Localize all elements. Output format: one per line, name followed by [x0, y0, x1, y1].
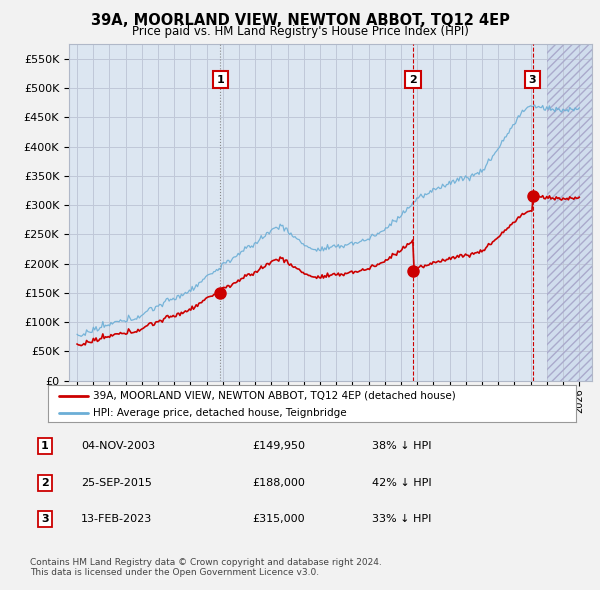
Text: Price paid vs. HM Land Registry's House Price Index (HPI): Price paid vs. HM Land Registry's House … — [131, 25, 469, 38]
Text: 1: 1 — [41, 441, 49, 451]
Text: 13-FEB-2023: 13-FEB-2023 — [81, 514, 152, 524]
Text: 39A, MOORLAND VIEW, NEWTON ABBOT, TQ12 4EP: 39A, MOORLAND VIEW, NEWTON ABBOT, TQ12 4… — [91, 13, 509, 28]
Text: 2: 2 — [41, 478, 49, 487]
Text: £315,000: £315,000 — [252, 514, 305, 524]
Text: 42% ↓ HPI: 42% ↓ HPI — [372, 478, 431, 487]
Text: Contains HM Land Registry data © Crown copyright and database right 2024.
This d: Contains HM Land Registry data © Crown c… — [30, 558, 382, 577]
Text: 3: 3 — [529, 74, 536, 84]
Text: 25-SEP-2015: 25-SEP-2015 — [81, 478, 152, 487]
Text: 3: 3 — [41, 514, 49, 524]
Bar — [547, 44, 592, 381]
Text: 2: 2 — [409, 74, 417, 84]
Text: 04-NOV-2003: 04-NOV-2003 — [81, 441, 155, 451]
Text: 33% ↓ HPI: 33% ↓ HPI — [372, 514, 431, 524]
Text: 1: 1 — [217, 74, 224, 84]
Bar — [547, 44, 592, 381]
Text: HPI: Average price, detached house, Teignbridge: HPI: Average price, detached house, Teig… — [93, 408, 347, 418]
Text: 38% ↓ HPI: 38% ↓ HPI — [372, 441, 431, 451]
Text: £188,000: £188,000 — [252, 478, 305, 487]
Text: 39A, MOORLAND VIEW, NEWTON ABBOT, TQ12 4EP (detached house): 39A, MOORLAND VIEW, NEWTON ABBOT, TQ12 4… — [93, 391, 455, 401]
Text: £149,950: £149,950 — [252, 441, 305, 451]
